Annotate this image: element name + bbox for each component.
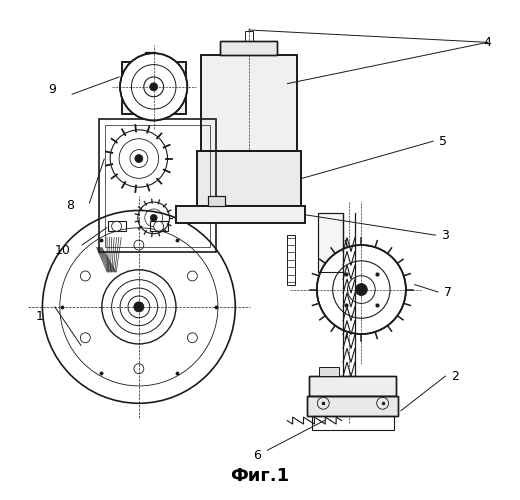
Bar <box>220 41 277 54</box>
Circle shape <box>135 154 143 162</box>
Bar <box>150 222 167 231</box>
Text: 8: 8 <box>66 199 74 212</box>
Text: 5: 5 <box>439 134 447 147</box>
Bar <box>122 62 186 114</box>
Bar <box>208 196 225 206</box>
Text: 9: 9 <box>48 83 56 96</box>
Bar <box>318 213 343 272</box>
Bar <box>176 206 305 223</box>
Bar <box>108 222 125 231</box>
Bar <box>201 54 297 151</box>
Bar <box>309 376 396 396</box>
Bar <box>208 196 225 206</box>
Bar <box>145 52 155 63</box>
Bar <box>145 52 155 63</box>
Bar <box>220 41 277 54</box>
Text: 1: 1 <box>36 310 44 324</box>
Text: 6: 6 <box>254 448 262 462</box>
Circle shape <box>120 53 187 120</box>
Bar <box>287 235 295 284</box>
Bar <box>99 119 215 252</box>
Circle shape <box>150 83 158 91</box>
Text: 3: 3 <box>441 228 449 241</box>
Circle shape <box>317 245 406 334</box>
Bar <box>309 376 396 396</box>
Circle shape <box>356 284 367 296</box>
Bar <box>307 396 398 415</box>
Text: 10: 10 <box>54 244 70 256</box>
Bar <box>245 31 253 41</box>
Bar <box>307 396 398 415</box>
Text: 2: 2 <box>451 370 459 382</box>
Circle shape <box>154 222 164 231</box>
Bar <box>105 125 210 246</box>
Text: 7: 7 <box>444 286 452 298</box>
Circle shape <box>134 302 144 312</box>
Bar <box>122 62 186 114</box>
Bar <box>176 206 305 223</box>
Text: Фиг.1: Фиг.1 <box>230 467 290 485</box>
Bar <box>201 54 297 151</box>
Circle shape <box>112 222 122 231</box>
Bar <box>197 151 301 206</box>
Bar <box>318 213 343 272</box>
Bar <box>312 416 394 430</box>
Text: 4: 4 <box>484 36 491 49</box>
Bar <box>319 367 339 376</box>
Bar <box>197 151 301 206</box>
Circle shape <box>150 214 157 222</box>
